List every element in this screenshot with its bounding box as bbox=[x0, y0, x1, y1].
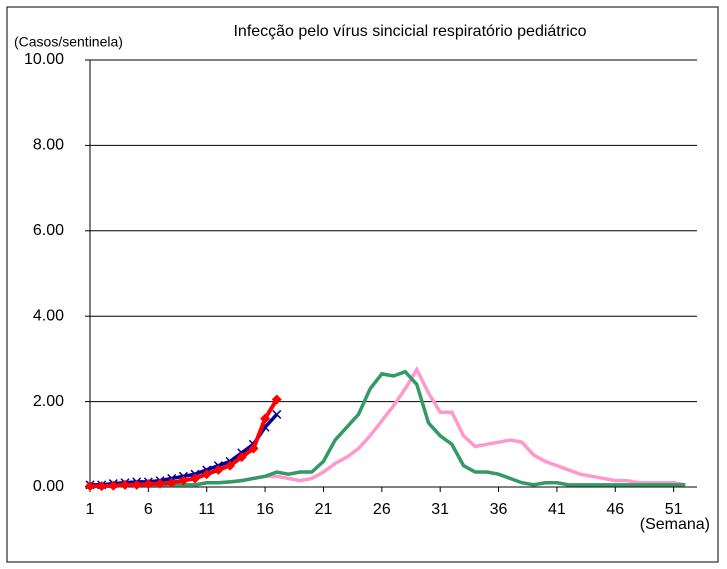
diamond-marker bbox=[201, 469, 212, 480]
x-marker bbox=[272, 409, 282, 419]
x-axis-label: (Semana) bbox=[640, 516, 710, 533]
y-tick-label: 2.00 bbox=[33, 393, 64, 410]
x-tick-label: 51 bbox=[665, 501, 683, 518]
x-tick-label: 31 bbox=[431, 501, 449, 518]
diamond-marker bbox=[155, 478, 166, 489]
y-tick-label: 10.00 bbox=[24, 51, 64, 68]
y-tick-label: 4.00 bbox=[33, 307, 64, 324]
y-tick-label: 8.00 bbox=[33, 137, 64, 154]
diamond-marker bbox=[143, 479, 154, 490]
chart-frame bbox=[6, 6, 719, 563]
diamond-marker bbox=[271, 394, 282, 405]
x-tick-label: 21 bbox=[315, 501, 333, 518]
diamond-marker bbox=[108, 480, 119, 491]
y-tick-label: 6.00 bbox=[33, 222, 64, 239]
x-tick-label: 36 bbox=[490, 501, 508, 518]
diamond-marker bbox=[96, 481, 107, 492]
diamond-marker bbox=[248, 443, 259, 454]
x-tick-label: 11 bbox=[198, 501, 215, 518]
x-tick-label: 16 bbox=[256, 501, 274, 518]
x-tick-label: 6 bbox=[144, 501, 153, 518]
y-tick-label: 0.00 bbox=[33, 478, 64, 495]
x-tick-label: 46 bbox=[606, 501, 624, 518]
diamond-marker bbox=[120, 479, 131, 490]
diamond-marker bbox=[225, 460, 236, 471]
series-line bbox=[90, 369, 686, 487]
diamond-marker bbox=[166, 477, 177, 488]
diamond-marker bbox=[85, 481, 95, 492]
x-tick-label: 1 bbox=[86, 501, 95, 518]
x-tick-label: 41 bbox=[548, 501, 566, 518]
diamond-marker bbox=[190, 473, 201, 484]
chart-title: Infecção pelo vírus sincicial respiratór… bbox=[233, 23, 586, 40]
diamond-marker bbox=[178, 475, 189, 486]
y-axis-label: (Casos/sentinela) bbox=[14, 34, 123, 50]
diamond-marker bbox=[131, 479, 142, 490]
diamond-marker bbox=[236, 452, 247, 463]
x-tick-label: 26 bbox=[373, 501, 391, 518]
diamond-marker bbox=[213, 464, 224, 475]
diamond-marker bbox=[260, 413, 271, 424]
